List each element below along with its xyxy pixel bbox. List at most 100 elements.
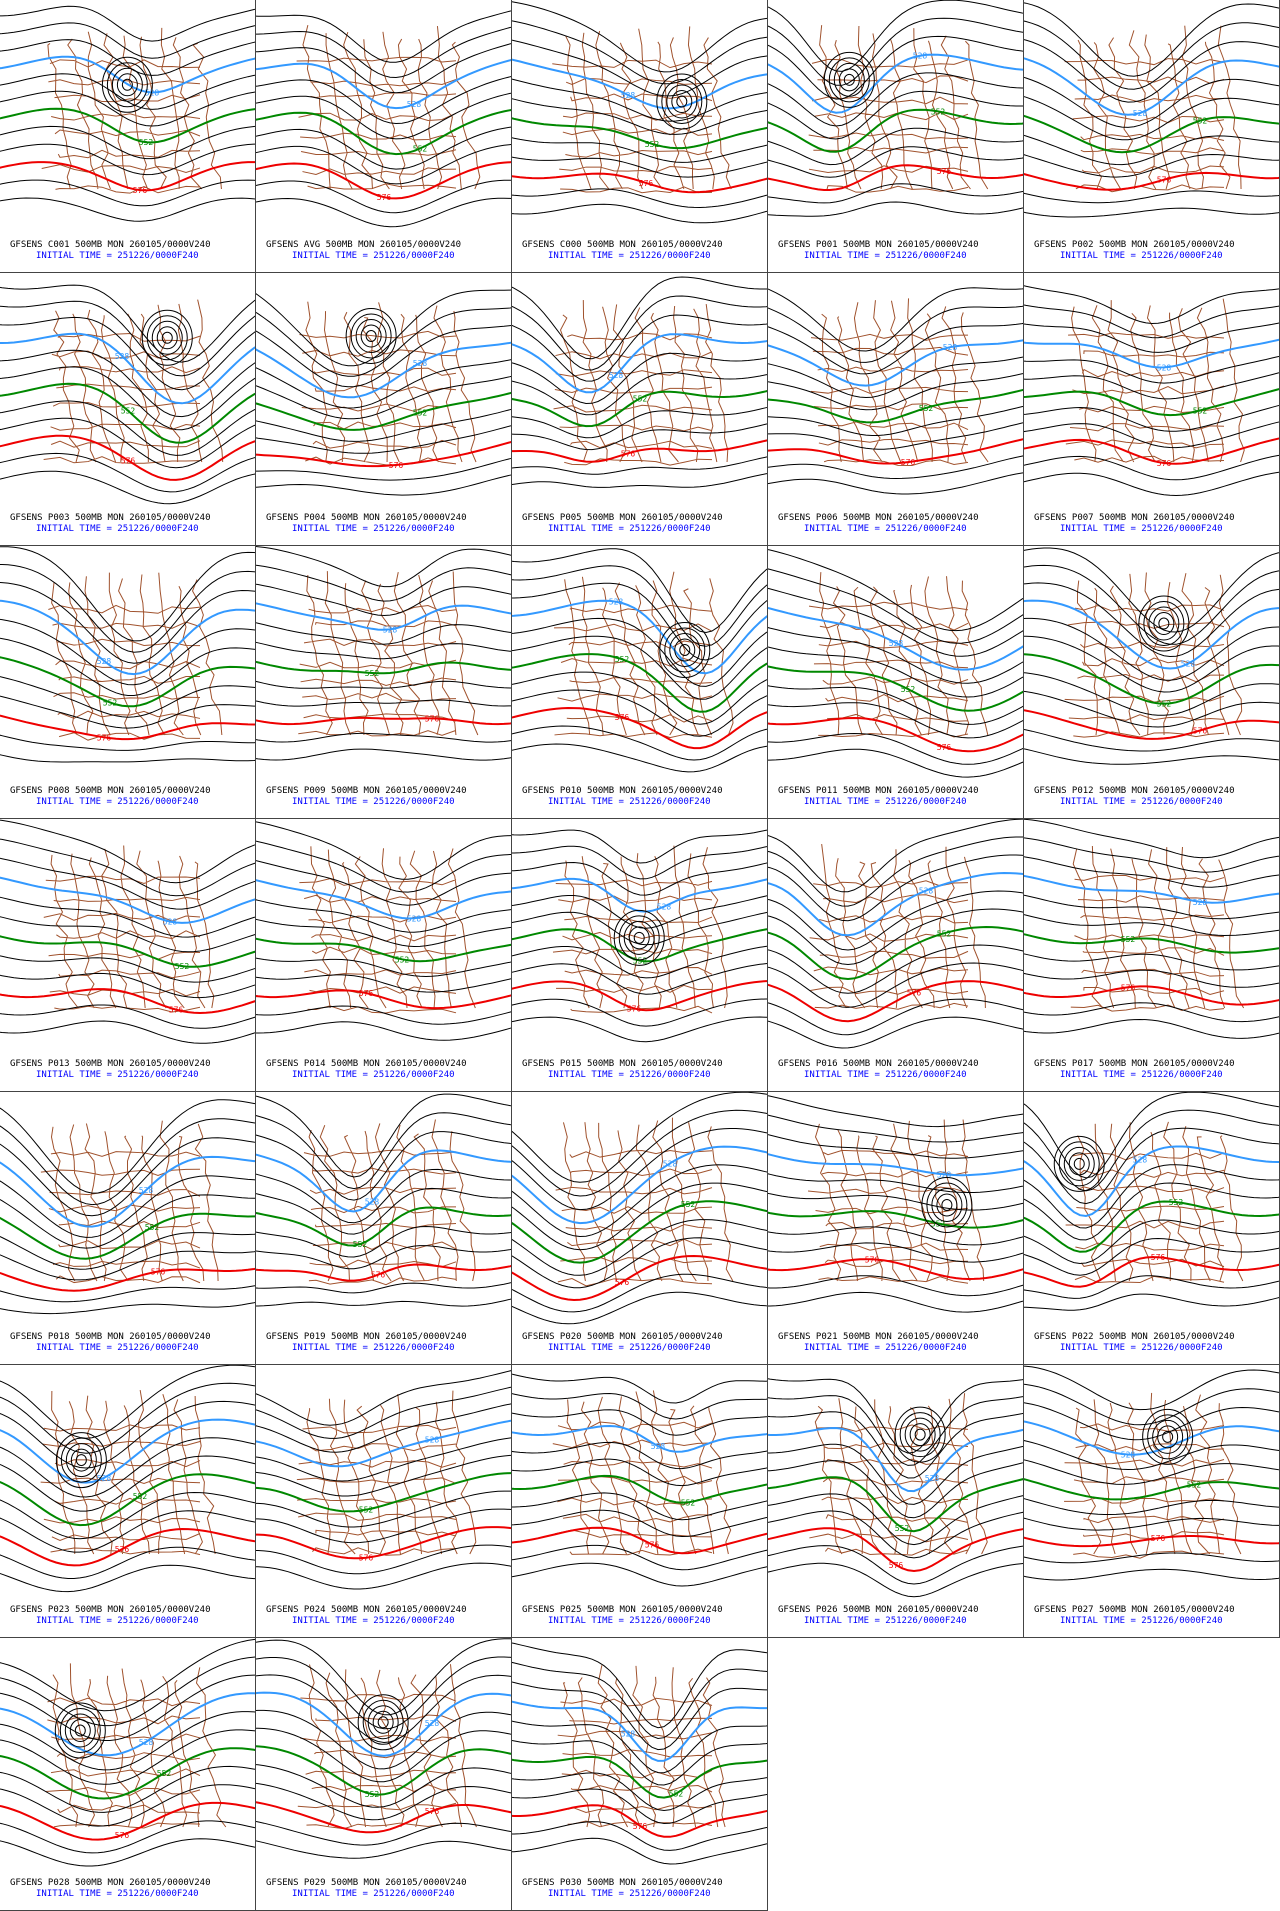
contour bbox=[1024, 914, 1279, 937]
panel-init-time: INITIAL TIME = 251226/0000F240 bbox=[804, 251, 967, 261]
contour bbox=[1024, 1127, 1279, 1205]
contour bbox=[768, 455, 1023, 480]
key-contour bbox=[256, 391, 511, 431]
key-contour bbox=[768, 108, 1023, 153]
contour bbox=[512, 617, 767, 687]
contour-label: 552 bbox=[175, 962, 190, 971]
contour-label: 528 bbox=[1133, 109, 1148, 118]
map: 528 552 576 bbox=[512, 1373, 767, 1587]
panel-title: GFSENS P026 500MB MON 260105/0000V240 bbox=[778, 1605, 979, 1615]
contour-label: 552 bbox=[931, 1219, 946, 1228]
key-contour bbox=[768, 339, 1023, 387]
contour bbox=[0, 896, 255, 938]
contour bbox=[0, 734, 255, 751]
map-borders bbox=[48, 572, 223, 741]
contour bbox=[1024, 134, 1279, 166]
map-panel: 528 552 576 GFSENS P005 500MB MON 260105/00… bbox=[512, 273, 768, 546]
closed-contour bbox=[679, 643, 691, 656]
contour bbox=[1024, 748, 1279, 765]
closed-contour bbox=[656, 73, 708, 130]
contour bbox=[256, 918, 511, 948]
closed-contour bbox=[1068, 1152, 1090, 1176]
closed-contour bbox=[669, 632, 701, 667]
panel-init-time: INITIAL TIME = 251226/0000F240 bbox=[292, 1889, 455, 1899]
map: 528 552 576 bbox=[768, 287, 1023, 495]
closed-contour bbox=[69, 1719, 91, 1743]
map-panel: 528 552 576 GFSENS P010 500MB MON 260105/00… bbox=[512, 546, 768, 819]
contour bbox=[1024, 76, 1279, 128]
contour bbox=[256, 699, 511, 707]
contour bbox=[0, 1656, 255, 1727]
contour-label: 552 bbox=[1169, 1198, 1184, 1207]
key-contour bbox=[512, 439, 767, 463]
contour-label: 528 bbox=[413, 359, 428, 368]
contour-label: 576 bbox=[133, 186, 148, 195]
closed-contour bbox=[633, 931, 645, 944]
closed-contour bbox=[1063, 1146, 1095, 1181]
contour bbox=[512, 845, 767, 880]
contour bbox=[256, 1490, 511, 1528]
contour-label: 576 bbox=[115, 1545, 130, 1554]
contour bbox=[0, 179, 255, 207]
contour bbox=[768, 908, 1023, 966]
contour bbox=[0, 1118, 255, 1206]
key-contour bbox=[0, 332, 255, 405]
panel-init-time: INITIAL TIME = 251226/0000F240 bbox=[804, 1070, 967, 1080]
map: 528 552 576 bbox=[1024, 819, 1279, 1039]
panel-init-time: INITIAL TIME = 251226/0000F240 bbox=[292, 1616, 455, 1626]
contour bbox=[1024, 690, 1279, 728]
closed-contour bbox=[613, 909, 665, 966]
closed-contour bbox=[1153, 612, 1175, 636]
key-contour bbox=[1024, 171, 1279, 191]
map-panel: 528 552 576 GFSENS P020 500MB MON 260105/00… bbox=[512, 1092, 768, 1365]
key-contour bbox=[1024, 57, 1279, 116]
panel-init-time: INITIAL TIME = 251226/0000F240 bbox=[292, 797, 455, 807]
closed-contour bbox=[362, 1699, 404, 1745]
contour bbox=[512, 671, 767, 725]
key-contour bbox=[512, 333, 767, 394]
contour bbox=[0, 39, 255, 76]
contour-label: 552 bbox=[633, 394, 648, 403]
contour bbox=[256, 474, 511, 496]
contour-label: 528 bbox=[139, 1186, 154, 1195]
contour bbox=[256, 1187, 511, 1235]
key-contour bbox=[256, 1691, 511, 1757]
panel-init-time: INITIAL TIME = 251226/0000F240 bbox=[292, 251, 455, 261]
key-contour bbox=[256, 879, 511, 920]
contour bbox=[0, 125, 255, 160]
contour bbox=[1024, 635, 1279, 693]
contour bbox=[256, 957, 511, 978]
key-contour bbox=[768, 1476, 1023, 1533]
contour bbox=[256, 197, 511, 228]
contour-label: 528 bbox=[651, 1442, 666, 1451]
closed-contour bbox=[666, 84, 698, 119]
closed-contour bbox=[141, 309, 193, 366]
contour bbox=[1024, 355, 1279, 384]
key-contour bbox=[256, 1745, 511, 1796]
map: 528 552 576 bbox=[256, 1370, 511, 1590]
contour-label: 576 bbox=[377, 193, 392, 202]
closed-contour bbox=[661, 79, 703, 125]
map: 528 552 576 bbox=[0, 1099, 255, 1315]
contour bbox=[0, 197, 255, 222]
panel-title: GFSENS C001 500MB MON 260105/0000V240 bbox=[10, 240, 211, 250]
panel-title: GFSENS P017 500MB MON 260105/0000V240 bbox=[1034, 1059, 1235, 1069]
closed-contour bbox=[74, 1724, 86, 1737]
contour bbox=[1024, 856, 1279, 888]
key-contour bbox=[768, 1153, 1023, 1177]
closed-contour bbox=[65, 1443, 97, 1478]
contour-label: 552 bbox=[139, 138, 154, 147]
panel-title: GFSENS P007 500MB MON 260105/0000V240 bbox=[1034, 513, 1235, 523]
contour bbox=[512, 829, 767, 864]
map-panel: 528 552 576 GFSENS P002 500MB MON 260105/00… bbox=[1024, 0, 1280, 273]
map-borders bbox=[808, 25, 989, 193]
contour bbox=[256, 899, 511, 933]
contour-label: 552 bbox=[157, 1769, 172, 1778]
key-contour bbox=[768, 164, 1023, 191]
contour bbox=[1024, 1219, 1279, 1265]
contour bbox=[512, 276, 767, 360]
contour bbox=[512, 1182, 767, 1251]
closed-contour bbox=[894, 1406, 946, 1463]
panel-title: GFSENS P024 500MB MON 260105/0000V240 bbox=[266, 1605, 467, 1615]
contour-label: 576 bbox=[907, 988, 922, 997]
